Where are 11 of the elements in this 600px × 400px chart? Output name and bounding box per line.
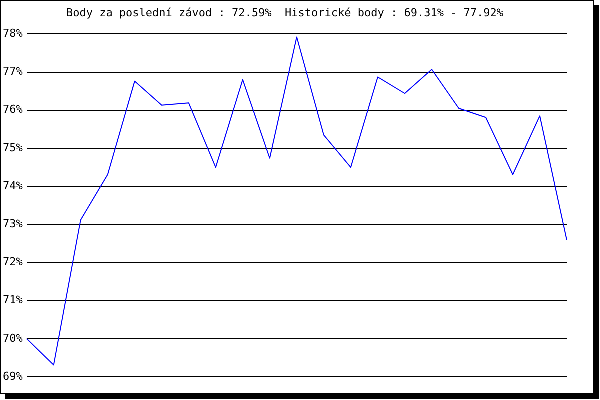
- y-tick-label: 69%: [3, 370, 24, 383]
- y-tick-label: 70%: [3, 332, 24, 345]
- y-tick-label: 76%: [3, 103, 24, 116]
- y-tick-label: 75%: [3, 141, 24, 154]
- y-tick-label: 77%: [3, 65, 24, 78]
- y-tick-label: 74%: [3, 179, 24, 192]
- y-tick-label: 78%: [3, 27, 24, 40]
- y-tick-label: 73%: [3, 218, 24, 231]
- y-tick-label: 72%: [3, 256, 24, 269]
- chart-title: Body za poslední závod : 72.59% Historické body : 69.31% - 77.92%: [66, 6, 504, 20]
- y-tick-label: 71%: [3, 294, 24, 307]
